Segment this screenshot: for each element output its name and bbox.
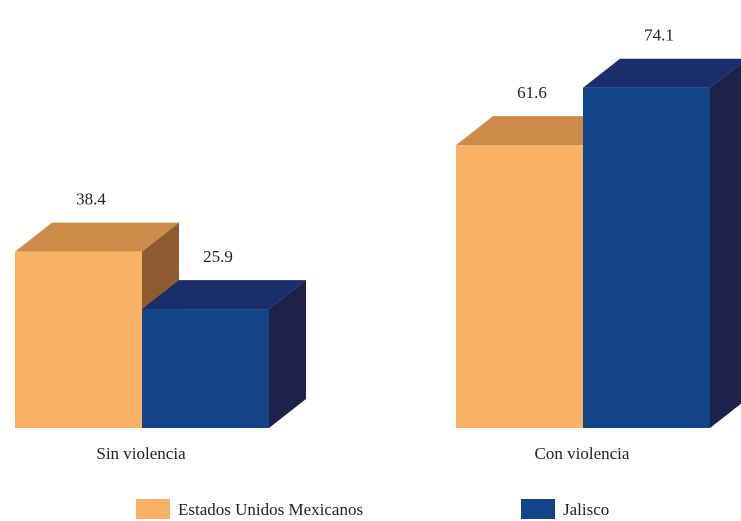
data-labels-layer: 38.4 25.9 61.6 74.1 [76,26,674,266]
bar-estados-unidos-mexicanos-con-violencia-top [456,116,620,146]
bar-estados-unidos-mexicanos-sin-violencia-front [15,251,142,428]
legend-label-estados-unidos-mexicanos: Estados Unidos Mexicanos [178,500,363,519]
bars-layer [15,58,741,429]
bar-jalisco-con-violencia-top [583,58,741,88]
data-label-jalisco-sin-violencia: 25.9 [203,247,233,266]
legend-label-jalisco: Jalisco [563,500,609,519]
bar-jalisco-sin-violencia-front [142,309,269,428]
bar-estados-unidos-mexicanos-con-violencia-front [456,145,583,428]
legend-swatch-estados-unidos-mexicanos [136,499,170,519]
data-label-estados-unidos-mexicanos-sin-violencia: 38.4 [76,190,106,209]
legend: Estados Unidos Mexicanos Jalisco [136,499,609,519]
category-label-con-violencia: Con violencia [535,444,630,463]
category-label-sin-violencia: Sin violencia [96,444,186,463]
bar-jalisco-con-violencia [583,58,741,428]
bar-jalisco-sin-violencia-top [142,280,306,310]
bar-estados-unidos-mexicanos-sin-violencia-top [15,222,179,252]
bar-jalisco-con-violencia-side [710,63,741,428]
legend-swatch-jalisco [521,499,555,519]
data-label-jalisco-con-violencia: 74.1 [644,26,674,45]
data-label-estados-unidos-mexicanos-con-violencia: 61.6 [517,83,547,102]
bar-jalisco-sin-violencia-side [269,280,306,428]
bar-jalisco-con-violencia-front [583,87,710,428]
bar-jalisco-sin-violencia [142,280,306,428]
